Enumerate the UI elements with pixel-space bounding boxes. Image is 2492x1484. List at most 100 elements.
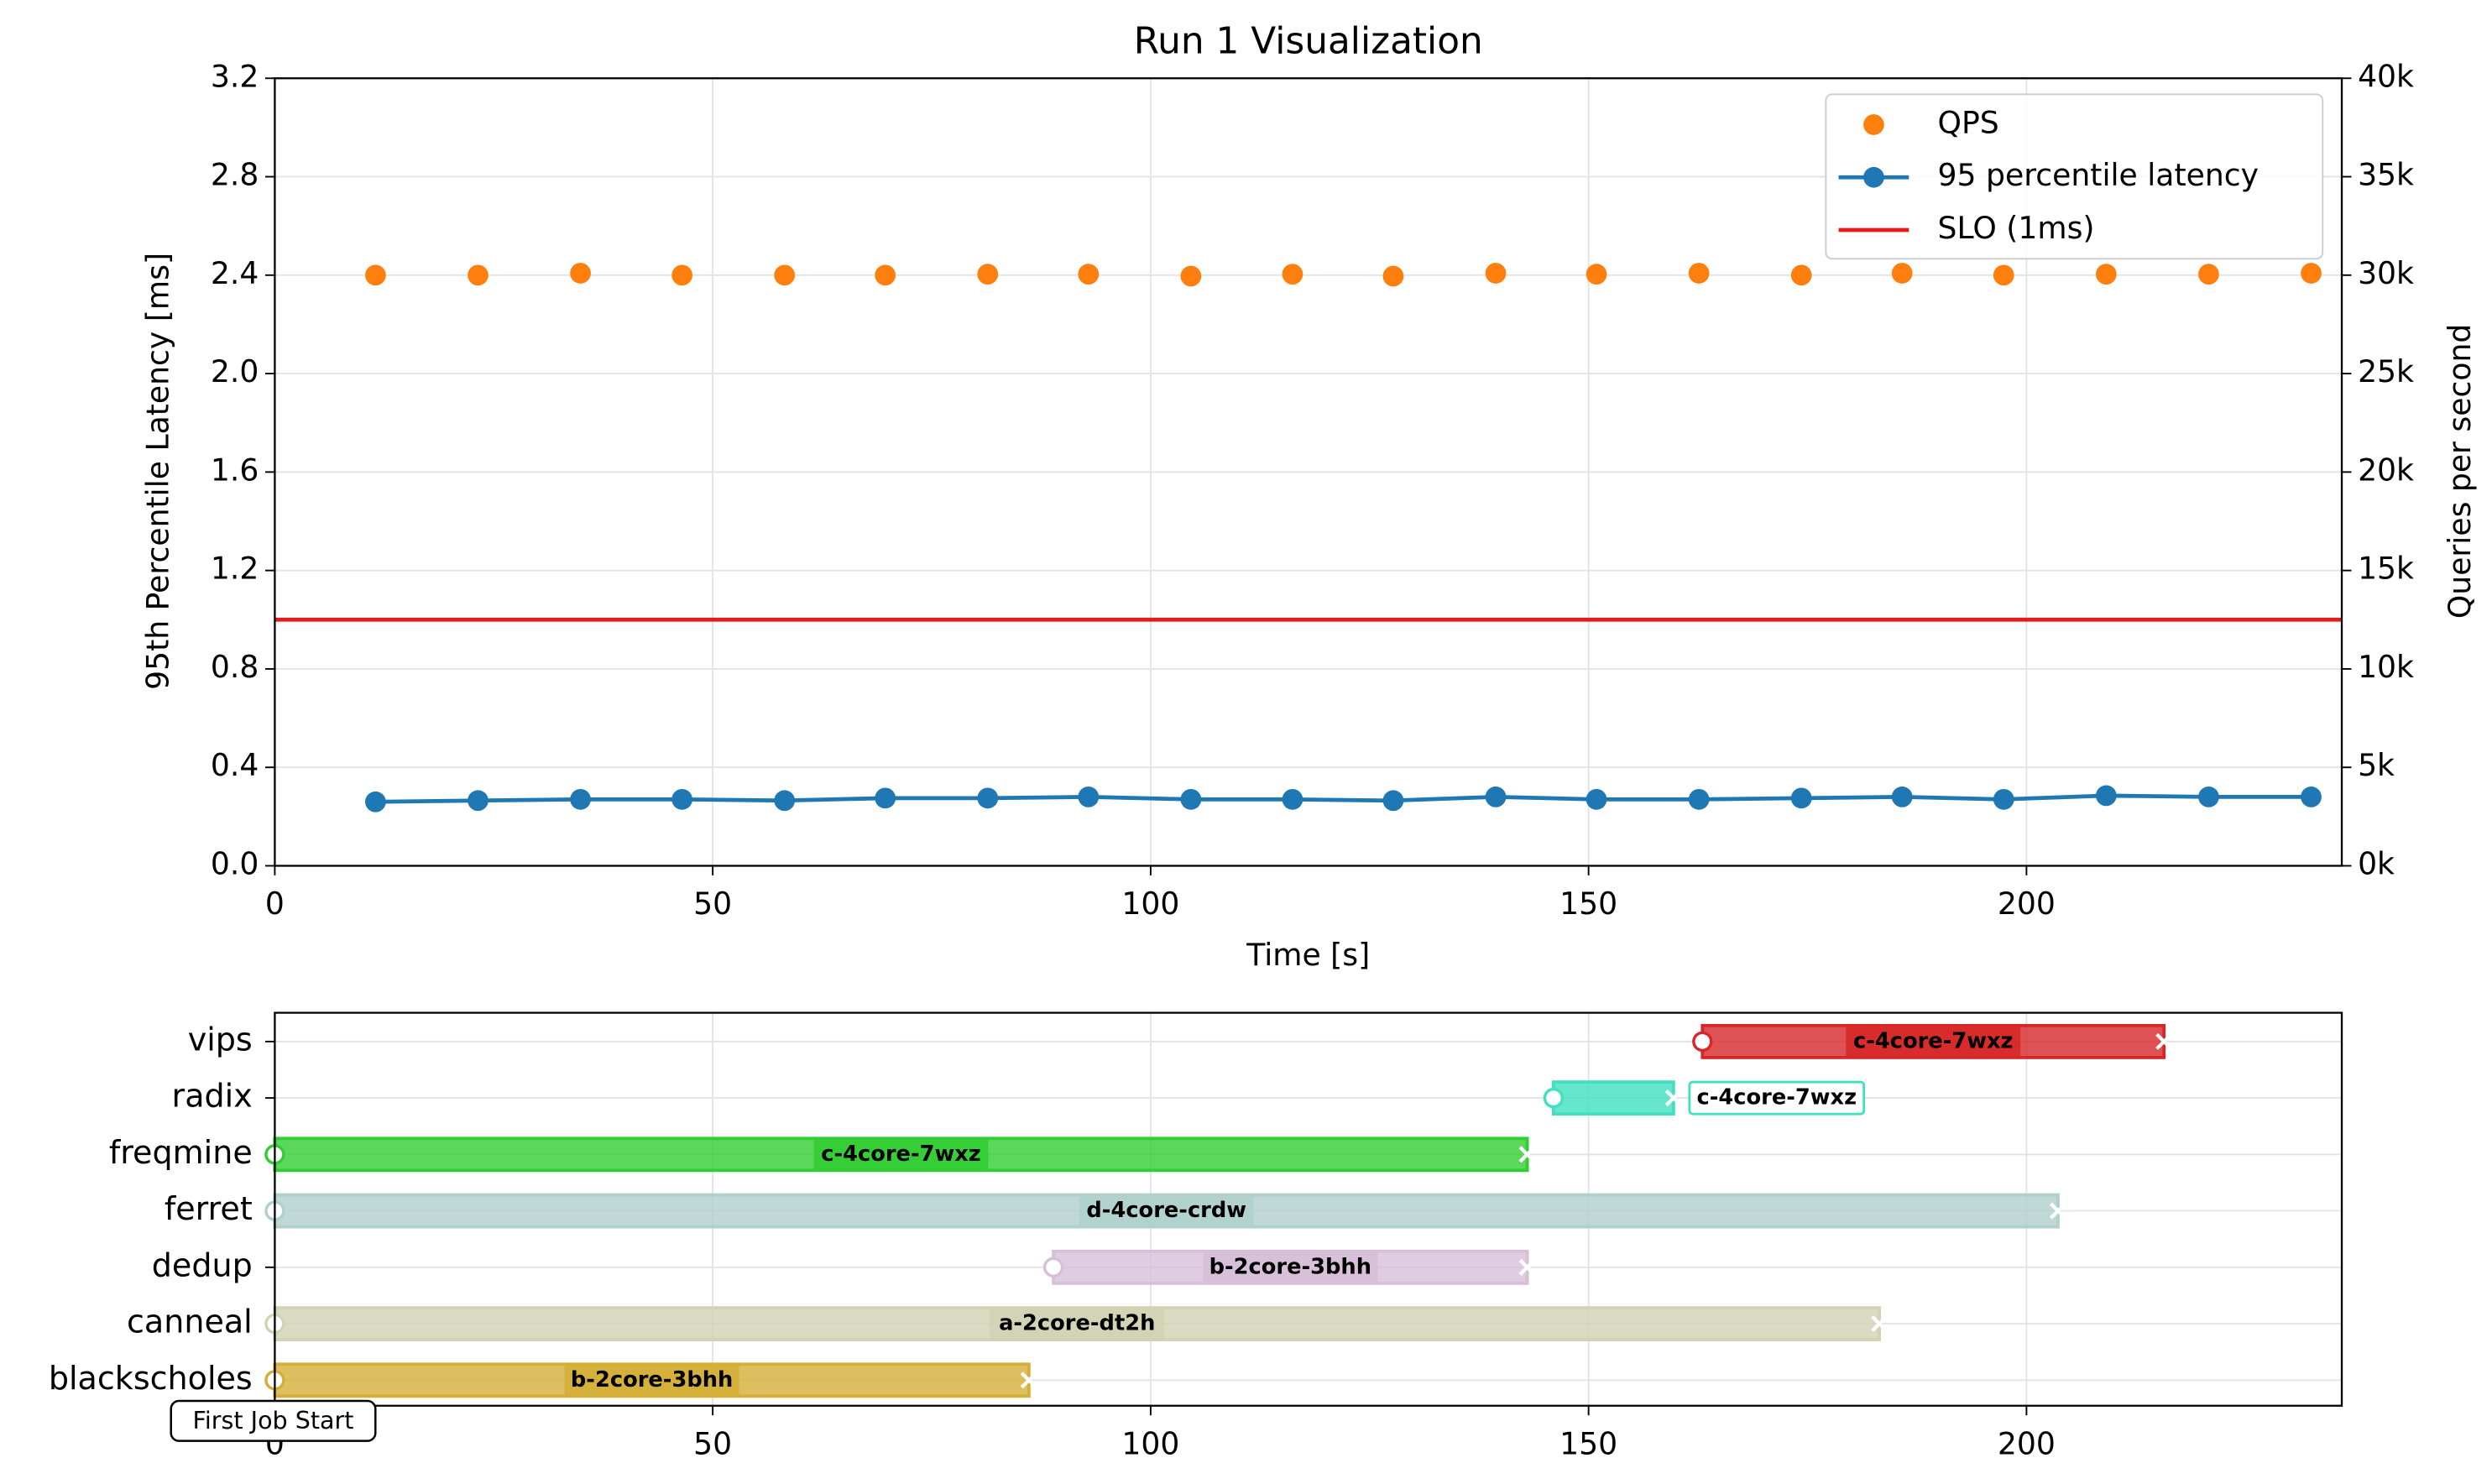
y2-tick-label: 5k — [2358, 747, 2395, 783]
latency-point — [1282, 788, 1303, 810]
y2-tick-label: 20k — [2358, 452, 2414, 488]
y-tick-label: 2.0 — [211, 353, 259, 389]
latency-point — [671, 788, 692, 810]
job-label: b-2core-3bhh — [571, 1367, 733, 1393]
job-start-marker — [1543, 1087, 1565, 1109]
latency-point — [468, 790, 488, 812]
latency-point — [1586, 788, 1607, 810]
legend-marker — [1863, 114, 1884, 135]
job-start-marker — [1042, 1257, 1064, 1278]
latency-point — [1688, 788, 1710, 810]
chart-title: Run 1 Visualization — [1134, 19, 1483, 62]
qps-point — [1485, 263, 1507, 284]
latency-point — [570, 788, 591, 810]
latency-point — [1891, 786, 1913, 807]
y-tick-label: 1.6 — [211, 452, 259, 488]
job-label-bg — [1203, 1252, 1378, 1282]
job-label: c-4core-7wxz — [821, 1142, 981, 1167]
x-tick-label: 50 — [693, 1425, 732, 1461]
y-tick-label: 0.0 — [211, 845, 259, 881]
y2-tick-label: 35k — [2358, 157, 2414, 193]
y2-tick-label: 10k — [2358, 649, 2414, 685]
y-tick-label: radix — [172, 1078, 253, 1115]
job-end-marker — [1020, 1372, 1037, 1389]
job-label-bg — [1846, 1027, 2021, 1057]
latency-point — [774, 790, 796, 812]
annotation-box — [170, 1399, 377, 1442]
job-label: b-2core-3bhh — [1209, 1254, 1371, 1279]
job-label-bg — [1688, 1080, 1866, 1116]
legend-label: QPS — [1938, 104, 1999, 140]
y-tick-label: 3.2 — [211, 58, 259, 94]
qps-point — [1078, 264, 1100, 285]
qps-point — [2095, 264, 2117, 285]
job-label: c-4core-7wxz — [1853, 1028, 2014, 1053]
axes-frame — [274, 1011, 2343, 1407]
job-label-bg — [990, 1309, 1165, 1339]
latency-point — [875, 787, 896, 809]
axes-frame — [274, 77, 2343, 867]
qps-point — [1282, 264, 1303, 285]
y2-tick-label: 30k — [2358, 255, 2414, 291]
y2-tick-label: 0k — [2358, 845, 2395, 881]
x-tick-label: 200 — [1998, 1425, 2056, 1461]
qps-point — [468, 264, 488, 286]
x-tick-label: 100 — [1121, 1425, 1179, 1461]
qps-point — [1688, 263, 1710, 284]
qps-point — [1891, 263, 1913, 284]
job-start-marker — [1692, 1031, 1713, 1053]
qps-point — [1382, 265, 1404, 287]
job-end-marker — [1518, 1258, 1536, 1276]
job-end-marker — [1664, 1089, 1682, 1107]
x-tick-label: 50 — [693, 886, 732, 922]
latency-point — [1790, 787, 1812, 809]
job-end-marker — [1871, 1315, 1889, 1333]
latency-point — [2095, 785, 2117, 807]
job-label-bg — [813, 1140, 989, 1169]
latency-point — [2301, 786, 2322, 807]
y2-tick-label: 40k — [2358, 58, 2414, 94]
qps-point — [1586, 264, 1607, 285]
x-tick-label: 0 — [265, 886, 285, 922]
y-tick-label: 0.4 — [211, 747, 259, 783]
job-label: c-4core-7wxz — [1697, 1085, 1857, 1110]
y-axis-label: 95th Percentile Latency [ms] — [139, 253, 175, 690]
y2-tick-label: 15k — [2358, 551, 2414, 587]
latency-point — [1180, 788, 1202, 810]
y-tick-label: 2.8 — [211, 157, 259, 193]
latency-point — [977, 787, 999, 809]
x-tick-label: 150 — [1559, 1425, 1617, 1461]
job-label: d-4core-crdw — [1086, 1198, 1246, 1223]
job-end-marker — [1518, 1146, 1536, 1163]
qps-point — [570, 263, 591, 284]
qps-point — [977, 264, 999, 285]
job-bar — [1551, 1080, 1675, 1116]
qps-point — [2198, 264, 2219, 285]
qps-point — [1790, 264, 1812, 286]
latency-point — [1485, 786, 1507, 807]
qps-point — [774, 264, 796, 286]
y-tick-label: vips — [188, 1021, 253, 1058]
job-label: a-2core-dt2h — [999, 1311, 1155, 1336]
x-axis-label: Time [s] — [1246, 937, 1370, 973]
qps-point — [1180, 265, 1202, 287]
y-tick-label: freqmine — [109, 1134, 253, 1171]
qps-point — [1993, 264, 2014, 286]
annotation: First Job Start — [193, 1407, 354, 1434]
y-tick-label: 1.2 — [211, 551, 259, 587]
x-tick-label: 150 — [1559, 886, 1617, 922]
job-end-marker — [2049, 1202, 2066, 1220]
legend-label: 95 percentile latency — [1938, 157, 2259, 193]
legend-box — [1825, 93, 2324, 260]
y-tick-label: blackscholes — [49, 1360, 253, 1397]
y2-axis-label: Queries per second — [2442, 324, 2478, 619]
latency-line — [375, 793, 2312, 804]
legend-label: SLO (1ms) — [1938, 210, 2095, 246]
y-tick-label: 0.8 — [211, 649, 259, 685]
y2-tick-label: 25k — [2358, 353, 2414, 389]
latency-point — [1993, 788, 2014, 810]
job-end-marker — [2155, 1032, 2173, 1050]
legend-marker — [1863, 166, 1884, 188]
